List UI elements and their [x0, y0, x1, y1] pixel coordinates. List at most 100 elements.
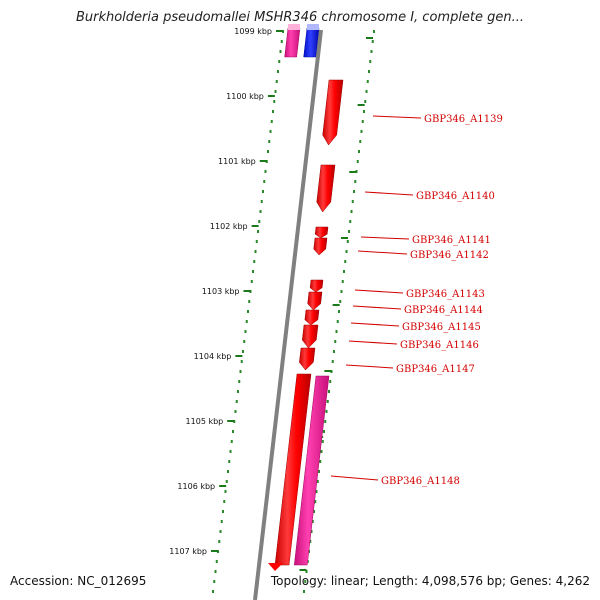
- chromosome-backbone: [253, 29, 323, 600]
- ruler-dot: [354, 180, 357, 183]
- ruler-tick-label: 1101 kbp: [218, 157, 256, 166]
- ruler-dot: [252, 270, 254, 273]
- ruler-dot: [325, 410, 328, 413]
- gene-feature-GBP346_A1147[interactable]: [299, 347, 316, 371]
- gene-label-leader: [360, 236, 410, 240]
- ruler-dot: [359, 140, 362, 143]
- gene-label-leader: [330, 475, 379, 481]
- ruler-dot: [320, 450, 323, 453]
- gene-label-GBP346_A1145[interactable]: GBP346_A1145: [402, 322, 481, 333]
- gene-label-GBP346_A1139[interactable]: GBP346_A1139: [424, 114, 503, 125]
- ruler-dot: [356, 160, 359, 163]
- ruler-dot: [339, 300, 342, 303]
- gene-feature-arrowhead: [268, 563, 283, 571]
- ruler-dot: [229, 450, 232, 453]
- gene-label-leader: [354, 289, 404, 294]
- ruler-dot: [333, 350, 335, 353]
- ruler-dot: [351, 200, 354, 203]
- gene-label-GBP346_A1141[interactable]: GBP346_A1141: [412, 235, 491, 246]
- ruler-dot: [355, 170, 358, 173]
- ruler-dot: [305, 570, 308, 573]
- gene-label-GBP346_A1146[interactable]: GBP346_A1146: [400, 340, 479, 351]
- gene-label-GBP346_A1144[interactable]: GBP346_A1144: [404, 305, 483, 316]
- gene-feature-edge: [307, 24, 319, 30]
- ruler-dot: [371, 40, 374, 43]
- ruler-dot: [269, 130, 272, 133]
- ruler-ticks: 1099 kbp 1100 kbp 1101 kbp 1102 kbp 1103 kbp…: [169, 27, 373, 571]
- ruler-dot: [340, 290, 343, 293]
- gene-label-GBP346_A1148[interactable]: GBP346_A1148: [381, 476, 460, 487]
- ruler-dot: [223, 500, 226, 503]
- gene-feature-GBP346_A1143[interactable]: [309, 279, 324, 293]
- ruler-dot: [273, 100, 276, 103]
- ruler-dot: [368, 70, 370, 73]
- gene-feature-GBP346_A1139[interactable]: [322, 79, 344, 146]
- gene-label-leader: [364, 191, 414, 196]
- ruler-dot: [353, 190, 355, 193]
- map-title: Burkholderia pseudomallei MSHR346 chromo…: [75, 10, 525, 25]
- ruler-dot: [319, 460, 322, 463]
- genome-summary-text: Topology: linear; Length: 4,098,576 bp; …: [270, 574, 590, 588]
- ruler-dot: [304, 580, 307, 583]
- ruler-dot: [328, 390, 330, 393]
- ruler-dot: [329, 380, 332, 383]
- ruler-dot: [239, 370, 242, 373]
- gene-label-GBP346_A1140[interactable]: GBP346_A1140: [416, 191, 495, 202]
- gene-feature-long-red[interactable]: [274, 373, 312, 566]
- gene-label-leader: [345, 364, 394, 369]
- ruler-dot: [270, 120, 273, 123]
- gene-label-leader: [372, 115, 422, 119]
- ruler-dot: [247, 310, 249, 313]
- ruler-dot: [303, 590, 305, 593]
- gene-feature-GBP346_A1148[interactable]: [293, 375, 330, 566]
- gene-feature-GBP346_A1144[interactable]: [307, 291, 323, 311]
- gene-labels: GBP346_A1139 GBP346_A1140 GBP346_A1141 GBP3…: [330, 114, 503, 487]
- ruler-dot: [277, 70, 279, 73]
- ruler-dot: [267, 150, 269, 153]
- gene-label-GBP346_A1143[interactable]: GBP346_A1143: [406, 289, 485, 300]
- gene-feature-magenta-top[interactable]: [284, 27, 301, 58]
- ruler-dot: [311, 520, 314, 523]
- ruler-dot: [272, 110, 274, 113]
- ruler-dot: [259, 210, 262, 213]
- ruler-dot: [220, 520, 223, 523]
- ruler-dot: [363, 110, 365, 113]
- gene-features: [268, 24, 344, 571]
- ruler-dot: [213, 580, 216, 583]
- ruler-track-left: [212, 30, 284, 593]
- gene-feature-GBP346_A1141[interactable]: [314, 226, 329, 239]
- ruler-dot: [316, 480, 319, 483]
- gene-feature-GBP346_A1145[interactable]: [304, 309, 320, 326]
- ruler-dot: [309, 540, 312, 543]
- gene-feature-GBP346_A1142[interactable]: [313, 237, 328, 256]
- ruler-tick-label: 1106 kbp: [177, 482, 215, 491]
- ruler-dot: [240, 360, 243, 363]
- ruler-tick-label: 1107 kbp: [169, 547, 207, 556]
- gene-label-GBP346_A1147[interactable]: GBP346_A1147: [396, 364, 475, 375]
- ruler-dot: [264, 170, 267, 173]
- ruler-dot: [255, 240, 258, 243]
- ruler-dot: [243, 340, 246, 343]
- ruler-dot: [338, 310, 340, 313]
- ruler-dot: [318, 470, 320, 473]
- ruler-dot: [250, 280, 253, 283]
- ruler-dot: [224, 490, 227, 493]
- gene-label-GBP346_A1142[interactable]: GBP346_A1142: [410, 250, 489, 261]
- ruler-tick-label: 1099 kbp: [234, 27, 272, 36]
- gene-label-leader: [352, 305, 402, 310]
- ruler-dot: [280, 40, 283, 43]
- ruler-dot: [365, 90, 368, 93]
- gene-feature-edge: [288, 24, 300, 30]
- ruler-dot: [360, 130, 363, 133]
- ruler-dot: [263, 180, 266, 183]
- ruler-track-right: [303, 30, 375, 593]
- ruler-dot: [222, 510, 224, 513]
- ruler-dot: [331, 360, 334, 363]
- ruler-dot: [350, 210, 353, 213]
- gene-feature-GBP346_A1140[interactable]: [316, 164, 336, 213]
- gene-feature-GBP346_A1146[interactable]: [302, 324, 319, 349]
- ruler-dot: [228, 460, 231, 463]
- ruler-dot: [218, 540, 221, 543]
- ruler-dot: [345, 250, 348, 253]
